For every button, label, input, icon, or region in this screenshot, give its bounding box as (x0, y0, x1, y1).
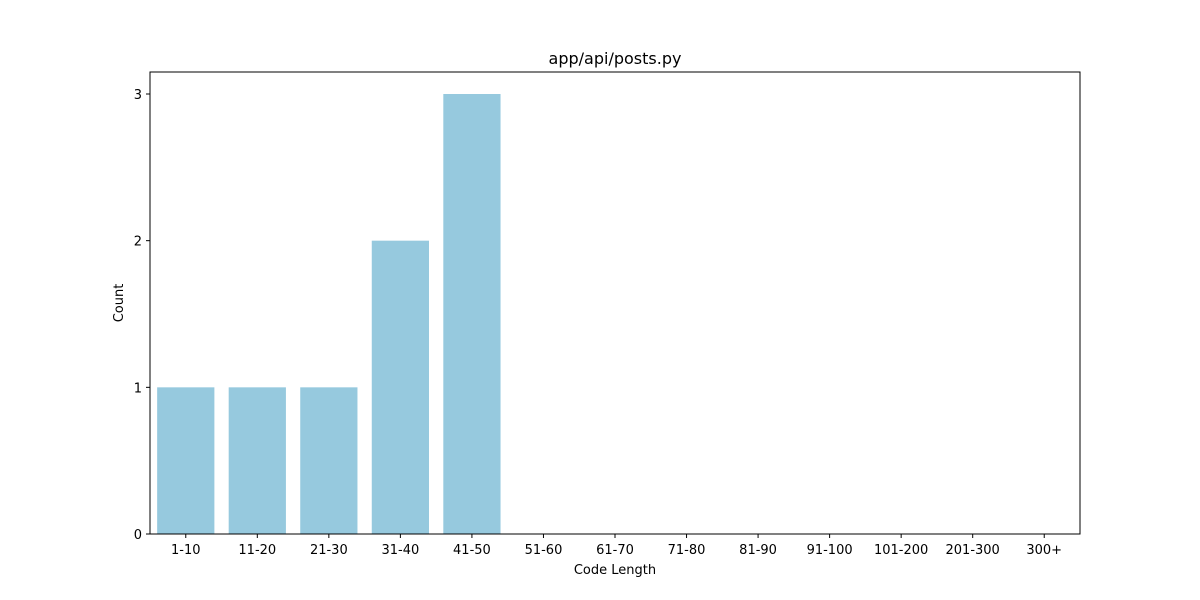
x-tick-label: 41-50 (453, 543, 491, 558)
bar-31-40 (371, 240, 429, 534)
x-tick-label: 71-80 (668, 543, 706, 558)
y-tick-label: 0 (134, 528, 142, 543)
y-tick-label: 3 (134, 88, 142, 103)
x-tick-label: 11-20 (238, 543, 276, 558)
y-tick-label: 2 (134, 235, 142, 250)
x-axis-title: Code Length (574, 563, 656, 578)
x-tick-label: 21-30 (310, 543, 348, 558)
x-axis: 1-10 11-20 21-30 31-40 41-50 51-60 61-70 71-80 8… (171, 534, 1062, 558)
x-tick-label: 61-70 (596, 543, 634, 558)
bar-21-30 (300, 387, 358, 534)
x-tick-label: 51-60 (525, 543, 563, 558)
bar-41-50 (443, 94, 501, 534)
chart-title: app/api/posts.py (549, 49, 682, 68)
y-tick-label: 1 (134, 381, 142, 396)
x-tick-label: 31-40 (381, 543, 419, 558)
y-axis: 0 1 2 3 (134, 88, 150, 543)
x-tick-label: 201-300 (946, 543, 1000, 558)
x-tick-label: 1-10 (171, 543, 201, 558)
bar-1-10 (157, 387, 215, 534)
plot-frame (149, 71, 1081, 535)
x-tick-label: 81-90 (739, 543, 777, 558)
x-tick-label: 91-100 (807, 543, 853, 558)
bars-layer (157, 94, 501, 534)
x-tick-label: 101-200 (874, 543, 928, 558)
y-axis-title: Count (112, 284, 127, 323)
x-tick-label: 300+ (1026, 543, 1062, 558)
bar-11-20 (228, 387, 286, 534)
